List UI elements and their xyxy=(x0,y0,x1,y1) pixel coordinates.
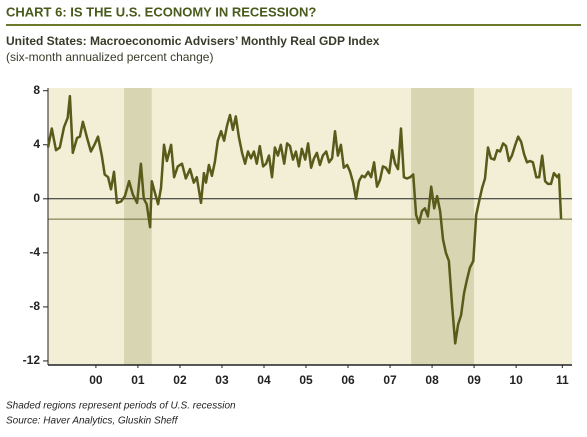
x-tick-label: 09 xyxy=(467,373,481,387)
y-tick-label: 0 xyxy=(33,191,40,205)
chart-title: CHART 6: IS THE U.S. ECONOMY IN RECESSIO… xyxy=(6,4,316,19)
y-tick-label: -4 xyxy=(29,245,40,259)
x-tick-label: 11 xyxy=(556,373,569,387)
x-tick-label: 03 xyxy=(215,373,229,387)
y-tick-label: 4 xyxy=(33,137,40,151)
x-tick-label: 07 xyxy=(383,373,397,387)
subtitle: United States: Macroeconomic Advisers’ M… xyxy=(6,34,380,48)
x-tick-label: 08 xyxy=(425,373,439,387)
data-line xyxy=(46,94,563,345)
note: Shaded regions represent periods of U.S.… xyxy=(6,401,236,412)
x-tick-label: 06 xyxy=(341,373,355,387)
y-axis-label: (six-month annualized percent change) xyxy=(6,50,213,64)
y-tick-label: 8 xyxy=(33,83,40,97)
x-tick-label: 10 xyxy=(509,373,523,387)
x-tick-label: 04 xyxy=(257,373,271,387)
recession-shade xyxy=(124,88,152,365)
x-tick-label: 00 xyxy=(89,373,103,387)
x-tick-label: 01 xyxy=(131,373,145,387)
source: Source: Haver Analytics, Gluskin Sheff xyxy=(6,416,179,427)
x-tick-label: 02 xyxy=(173,373,187,387)
y-tick-label: -8 xyxy=(29,299,40,313)
x-tick-label: 05 xyxy=(299,373,313,387)
y-tick-label: -12 xyxy=(23,353,41,367)
